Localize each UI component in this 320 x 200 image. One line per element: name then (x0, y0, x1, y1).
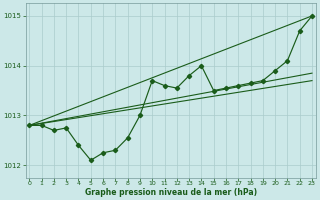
X-axis label: Graphe pression niveau de la mer (hPa): Graphe pression niveau de la mer (hPa) (84, 188, 257, 197)
